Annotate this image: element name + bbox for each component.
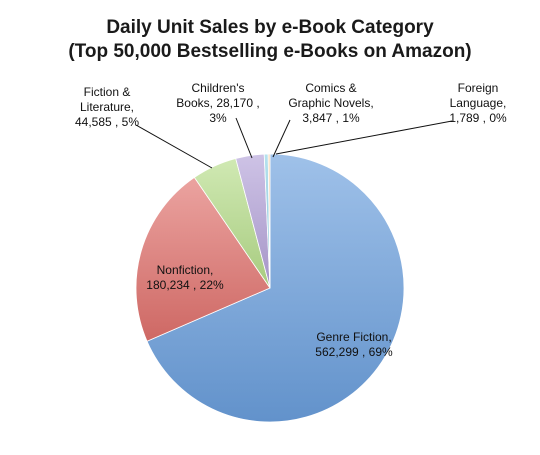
label-line-fiction-literature: Fiction &: [84, 85, 131, 99]
leader-lines: [135, 117, 453, 169]
label-comics-graphic-novels: Comics & Graphic Novels, 3,847 , 1%: [288, 81, 373, 125]
chart-title: Daily Unit Sales by e-Book Category: [106, 17, 434, 38]
pie-slices: [135, 153, 405, 423]
label-line-comics-graphic-novels: Graphic Novels,: [288, 96, 373, 110]
label-line-children-s-books: Children's: [192, 81, 245, 95]
label-line-comics-graphic-novels: Comics &: [305, 81, 356, 95]
label-nonfiction: Nonfiction, 180,234 , 22%: [146, 263, 224, 292]
leader-line-fiction-literature: [135, 124, 213, 169]
label-genre-fiction: Genre Fiction, 562,299 , 69%: [315, 330, 393, 359]
leader-line-foreign-language: [275, 120, 453, 155]
label-line-foreign-language: Language,: [450, 96, 507, 110]
slice-labels: Genre Fiction, 562,299 , 69% Nonfiction, 18…: [75, 81, 507, 359]
label-line-fiction-literature: 44,585 , 5%: [75, 115, 139, 129]
label-fiction-literature: Fiction & Literature, 44,585 , 5%: [75, 85, 139, 129]
slice-genre-fiction: [146, 153, 405, 423]
label-line-children-s-books: Books, 28,170 ,: [176, 96, 259, 110]
slice-nonfiction: [135, 176, 271, 342]
chart-subtitle: (Top 50,000 Bestselling e-Books on Amazo…: [68, 41, 471, 62]
slice-foreign-language: [267, 153, 271, 289]
label-line-nonfiction: 180,234 , 22%: [146, 278, 224, 292]
label-line-foreign-language: Foreign: [458, 81, 499, 95]
leader-line-children-s-books: [235, 117, 253, 159]
label-line-comics-graphic-novels: 3,847 , 1%: [302, 111, 360, 125]
label-line-fiction-literature: Literature,: [80, 100, 134, 114]
leader-line-comics-graphic-novels: [272, 119, 291, 158]
label-line-foreign-language: 1,789 , 0%: [449, 111, 507, 125]
label-line-genre-fiction: 562,299 , 69%: [315, 345, 393, 359]
label-foreign-language: Foreign Language, 1,789 , 0%: [449, 81, 507, 125]
label-line-genre-fiction: Genre Fiction,: [316, 330, 391, 344]
label-line-nonfiction: Nonfiction,: [157, 263, 214, 277]
label-children-s-books: Children's Books, 28,170 , 3%: [176, 81, 259, 125]
label-line-children-s-books: 3%: [209, 111, 227, 125]
